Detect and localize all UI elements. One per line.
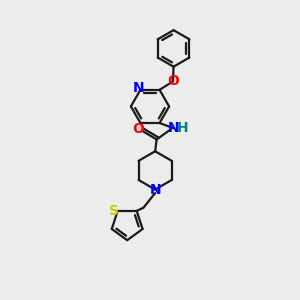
- Text: N: N: [149, 183, 161, 197]
- Text: S: S: [109, 204, 118, 218]
- Text: N: N: [168, 121, 180, 135]
- Text: N: N: [132, 81, 144, 95]
- Text: H: H: [177, 121, 188, 135]
- Text: O: O: [167, 74, 179, 88]
- Text: O: O: [132, 122, 144, 136]
